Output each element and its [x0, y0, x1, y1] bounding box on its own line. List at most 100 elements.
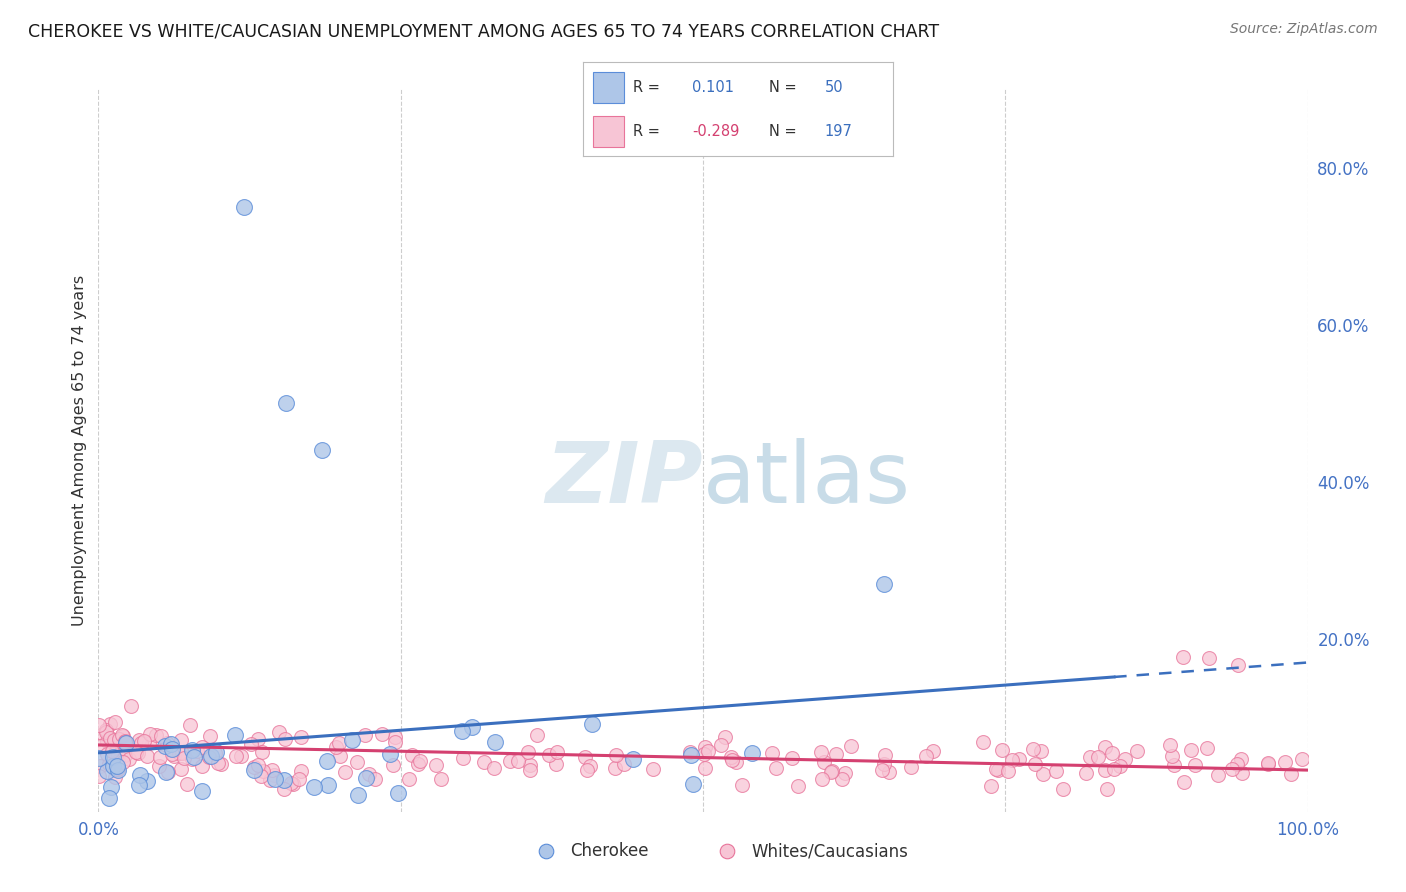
Point	[89, 759, 111, 773]
Point	[873, 747, 896, 762]
Point	[381, 758, 404, 772]
Point	[1274, 755, 1296, 769]
Point	[155, 765, 177, 780]
Point	[499, 754, 522, 768]
Point	[274, 396, 297, 410]
Point	[252, 764, 274, 778]
Point	[173, 751, 195, 765]
Point	[741, 746, 763, 760]
Point	[1227, 657, 1250, 672]
Point	[695, 761, 717, 775]
Point	[280, 776, 302, 790]
Point	[1291, 752, 1313, 766]
Point	[246, 757, 269, 772]
Point	[581, 717, 603, 731]
Point	[900, 760, 922, 774]
Point	[200, 748, 222, 763]
Point	[290, 764, 312, 778]
Point	[97, 791, 120, 805]
Point	[1032, 767, 1054, 781]
Point	[125, 745, 148, 759]
Point	[1229, 752, 1251, 766]
Point	[207, 756, 229, 770]
Point	[163, 748, 186, 763]
Point	[546, 756, 568, 771]
Point	[1279, 766, 1302, 780]
Point	[1226, 756, 1249, 771]
Point	[120, 698, 142, 713]
Point	[263, 767, 285, 781]
Point	[89, 739, 111, 753]
Point	[972, 735, 994, 749]
Point	[406, 757, 429, 772]
Point	[761, 747, 783, 761]
Point	[1001, 753, 1024, 767]
Point	[153, 739, 176, 753]
Point	[229, 749, 252, 764]
Point	[1094, 763, 1116, 777]
Point	[246, 732, 269, 747]
Point	[506, 755, 529, 769]
Point	[243, 764, 266, 778]
Point	[114, 733, 136, 747]
Point	[98, 717, 121, 731]
Point	[1171, 650, 1194, 665]
Point	[209, 757, 232, 772]
Point	[186, 743, 208, 757]
Point	[997, 764, 1019, 779]
Point	[408, 754, 430, 768]
Point	[135, 774, 157, 789]
Point	[820, 764, 842, 779]
Point	[110, 745, 132, 759]
Bar	[593, 116, 624, 147]
Point	[877, 765, 900, 780]
Point	[1052, 782, 1074, 797]
Point	[340, 732, 363, 747]
Point	[148, 759, 170, 773]
Point	[97, 757, 120, 772]
Text: Source: ZipAtlas.com: Source: ZipAtlas.com	[1230, 22, 1378, 37]
Point	[167, 746, 190, 760]
Text: CHEROKEE VS WHITE/CAUCASIAN UNEMPLOYMENT AMONG AGES 65 TO 74 YEARS CORRELATION C: CHEROKEE VS WHITE/CAUCASIAN UNEMPLOYMENT…	[28, 22, 939, 40]
Point	[118, 752, 141, 766]
Point	[678, 745, 700, 759]
Point	[94, 723, 117, 738]
Point	[225, 749, 247, 764]
Point	[834, 766, 856, 780]
Point	[100, 744, 122, 758]
Point	[107, 764, 129, 778]
Point	[363, 772, 385, 786]
Point	[103, 759, 125, 773]
Point	[384, 731, 406, 745]
Text: N =: N =	[769, 79, 797, 95]
Point	[183, 749, 205, 764]
Point	[517, 745, 540, 759]
Point	[96, 747, 118, 761]
Point	[107, 748, 129, 763]
Point	[1220, 762, 1243, 776]
Point	[250, 745, 273, 759]
Point	[273, 772, 295, 787]
Point	[169, 763, 191, 777]
Point	[204, 746, 226, 760]
Point	[980, 779, 1002, 793]
Point	[1024, 756, 1046, 771]
Point	[1184, 757, 1206, 772]
Point	[262, 764, 284, 778]
Point	[710, 738, 733, 752]
Point	[288, 772, 311, 786]
Point	[96, 764, 118, 779]
Point	[1163, 758, 1185, 772]
Point	[603, 761, 626, 775]
Point	[613, 756, 636, 771]
Point	[105, 759, 128, 773]
Point	[150, 729, 173, 743]
Point	[145, 728, 167, 742]
Point	[697, 744, 720, 758]
Point	[1173, 774, 1195, 789]
Point	[149, 749, 172, 764]
Point	[111, 755, 134, 769]
Point	[813, 755, 835, 769]
Point	[821, 764, 844, 778]
Point	[474, 755, 496, 769]
